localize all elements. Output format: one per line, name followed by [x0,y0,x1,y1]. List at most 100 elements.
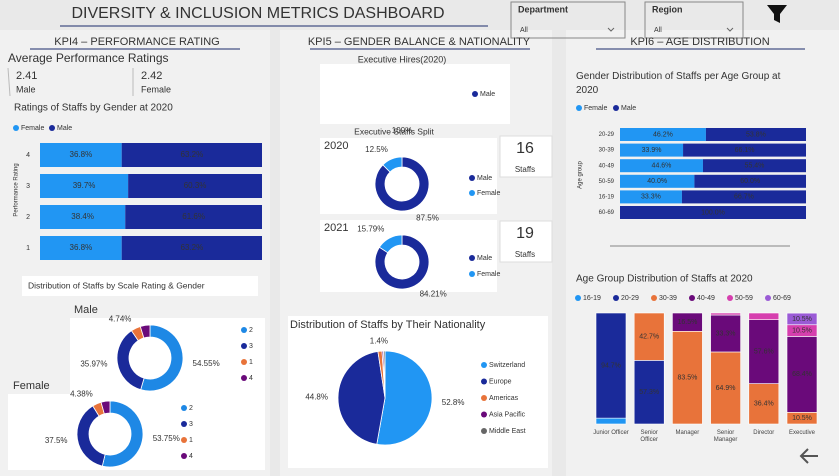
legend-label: 20-29 [621,295,639,302]
legend-swatch [689,295,695,301]
data-label: 4.38% [70,390,93,399]
data-label: 4.74% [109,314,132,323]
legend-swatch [181,437,187,443]
legend-swatch [765,295,771,301]
data-label: 40.0% [647,178,667,185]
section-subtitle: Distribution of Staffs by Scale Rating &… [28,280,205,290]
kpi-label: Staffs [515,165,535,174]
legend-label: 2 [189,405,193,412]
chart-title: Gender Distribution of Staffs per Age Gr… [576,71,781,96]
data-label: 68.4% [792,371,812,378]
filter[interactable] [510,1,626,39]
legend-label: Female [477,271,500,278]
data-label: 66.7% [734,194,754,201]
bar-segment [121,143,262,167]
chart-title: Distribution of Staffs by Their National… [290,319,486,331]
slice [337,351,386,445]
data-label: 53.75% [153,434,180,443]
legend-swatch [481,411,487,418]
separator [7,67,11,97]
bar-segment [786,336,818,413]
back-arrow[interactable] [799,448,818,464]
y-tick-label: 30-39 [599,148,615,154]
x-tick-label: Manager [675,430,700,436]
data-label: 38.4% [71,212,94,221]
chart-title: 2021 [324,222,348,234]
legend-label: 4 [189,453,193,460]
card [320,64,510,124]
legend-swatch [49,125,55,131]
avg-title: Average Performance Ratings [8,51,169,65]
x-tick-label: Senior Manager [713,430,738,443]
data-label: 84.21% [420,290,447,299]
axis-title: Age group [578,161,584,189]
legend-swatch [613,105,619,111]
filter[interactable] [644,1,744,39]
bar-segment [672,312,703,332]
x-tick-label: Senior Officer [640,430,658,443]
legend-label: Middle East [489,428,526,435]
data-label: 57.3% [639,389,659,396]
legend-swatch [181,453,187,459]
chart-title: 2020 [324,140,348,152]
bar-segment [705,128,806,141]
bar-segment [633,312,665,361]
section-subtitle: Executive Staffs Split [354,126,434,136]
card [22,276,258,296]
y-tick-label: 20-29 [599,132,615,138]
data-label: 33.9% [642,147,662,154]
slice [374,234,430,290]
data-label: 57.6% [754,348,774,355]
data-label: 46.2% [653,131,673,138]
legend-label: Male [480,91,495,98]
data-label: 10.5% [792,316,812,323]
legend-swatch [181,421,187,427]
chevron [607,27,615,32]
data-label: 63.2% [181,150,204,159]
data-label: 83.5% [677,375,697,382]
y-tick-label: 1 [26,245,30,252]
bar-segment [40,205,126,229]
kpi-card [499,135,553,178]
kpi-label: Staffs [515,250,535,259]
data-label: 44.6% [652,163,672,170]
chart-title: Age Group Distribution of Staffs at 2020 [576,274,753,285]
data-label: 94.7% [601,362,621,369]
data-label: 64.9% [716,385,736,392]
kpi-label: Male [16,84,36,94]
slice [374,156,430,212]
y-tick-label: 60-69 [599,210,615,216]
data-label: 42.7% [639,334,659,341]
filter-icon[interactable] [767,5,787,23]
slice [378,234,403,254]
legend-label: 1 [249,359,253,366]
legend-label: Europe [489,378,512,385]
x-tick-label: Executive [788,430,815,436]
section-title: KPI5 – GENDER BALANCE & NATIONALITY [308,36,531,48]
legend-label: 40-49 [697,295,715,302]
legend-label: 2 [249,327,253,334]
filter-value: All [520,27,528,34]
slice [383,350,386,399]
bar-segment [748,319,780,384]
section-title: KPI4 – PERFORMANCE RATING [54,36,219,48]
data-label: 52.8% [442,398,465,407]
bar-segment [748,312,780,320]
data-label: 37.5% [45,436,68,445]
data-label: 61.6% [182,212,205,221]
data-label: 15.79% [357,225,384,234]
legend-label: Male [477,255,492,262]
data-label: 35.97% [80,360,107,369]
section-title: KPI6 – AGE DISTRIBUTION [630,36,769,48]
legend-label: 3 [249,343,253,350]
bar-segment [683,143,806,157]
filter-label: Region [652,4,683,14]
bar-segment [710,351,741,425]
legend-label: Male [477,175,492,182]
legend-swatch [181,405,187,411]
chart-title: Female [13,380,50,392]
legend-swatch [13,125,19,131]
bar-segment [633,360,665,425]
kpi-card [499,220,553,263]
